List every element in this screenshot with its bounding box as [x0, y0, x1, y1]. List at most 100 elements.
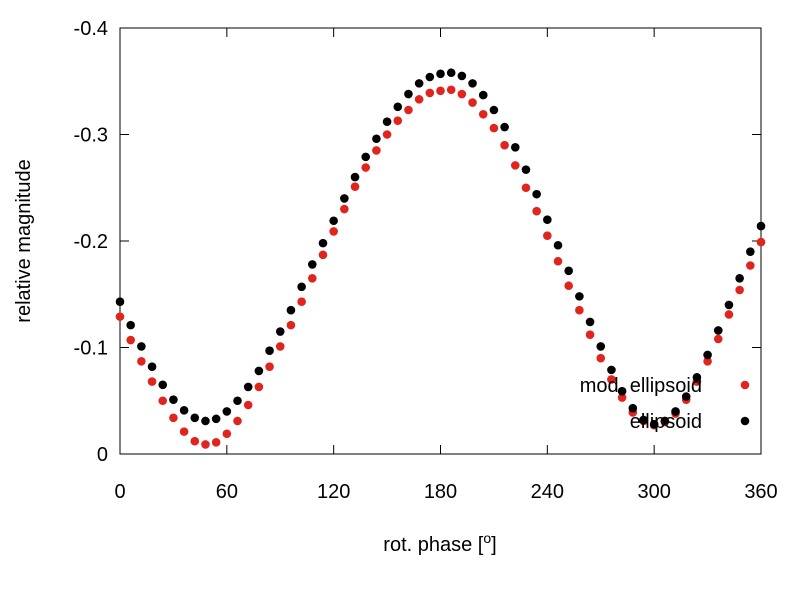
data-point [361, 163, 371, 172]
legend-marker [740, 380, 750, 390]
data-point [564, 266, 573, 276]
data-point [243, 400, 253, 410]
data-point [308, 273, 317, 283]
y-ticks: -0.4 -0.3 -0.2 -0.1 0 [74, 18, 761, 466]
data-point [436, 86, 445, 96]
data-point [340, 204, 349, 214]
data-point [532, 189, 541, 199]
data-point [286, 305, 296, 315]
data-point [703, 357, 712, 366]
data-point [404, 105, 413, 115]
data-point [414, 79, 424, 88]
data-point [361, 152, 371, 162]
data-point [265, 346, 274, 355]
data-point [468, 79, 477, 88]
data-point [137, 342, 146, 351]
data-point [254, 382, 264, 392]
data-point [329, 227, 338, 236]
data-point [681, 392, 691, 401]
data-point [169, 413, 178, 423]
data-point [265, 362, 274, 371]
data-point [222, 429, 232, 439]
data-point [329, 216, 338, 226]
data-point [607, 365, 616, 375]
data-point [126, 335, 135, 345]
data-point [179, 427, 189, 436]
series-points [115, 68, 766, 449]
data-point [735, 273, 744, 283]
data-point [660, 416, 670, 426]
data-point [585, 317, 595, 327]
data-point [692, 373, 702, 382]
data-point [478, 90, 488, 100]
data-point [158, 380, 168, 390]
data-point [446, 85, 456, 95]
data-point [425, 72, 435, 82]
data-point [639, 415, 648, 425]
data-point [489, 123, 499, 133]
x-tick-label: 60 [216, 481, 238, 503]
data-point [468, 98, 477, 107]
data-point [746, 247, 755, 256]
data-point [404, 89, 413, 99]
data-point [372, 134, 381, 144]
data-point [500, 122, 509, 132]
data-point [425, 88, 435, 98]
x-tick-label: 120 [317, 481, 350, 503]
data-point [617, 386, 627, 396]
data-point [382, 130, 392, 139]
data-point [510, 142, 520, 152]
x-tick-label: 180 [424, 481, 457, 503]
data-point [115, 297, 125, 307]
x-axis-title-bracket: ] [491, 534, 497, 556]
data-point [275, 342, 285, 351]
data-point [211, 437, 221, 447]
data-point [243, 382, 253, 392]
legend-label: mod. ellipsoid [580, 375, 702, 397]
data-point [350, 182, 360, 191]
x-tick-label: 300 [637, 481, 670, 503]
x-ticks: 0 60 120 180 240 300 360 [114, 28, 778, 503]
y-tick-label: -0.2 [74, 231, 108, 253]
data-point [521, 183, 531, 193]
data-point [713, 326, 723, 335]
data-point [318, 250, 328, 260]
data-point [735, 285, 744, 295]
data-point [617, 393, 627, 402]
data-point [179, 406, 189, 415]
data-point [532, 206, 541, 216]
data-point [211, 414, 221, 424]
data-point [382, 117, 392, 127]
data-point [340, 194, 349, 203]
data-point [596, 353, 606, 363]
y-axis-title: relative magnitude [13, 159, 35, 322]
x-axis-title-degree: o [483, 530, 491, 546]
data-point [543, 215, 552, 224]
data-point [649, 419, 659, 429]
data-point [500, 140, 509, 150]
data-point [158, 396, 168, 406]
data-point [201, 416, 210, 426]
data-point [756, 237, 766, 247]
data-point [671, 407, 680, 416]
data-point [147, 362, 157, 371]
data-point [521, 165, 531, 174]
data-point [297, 282, 306, 292]
data-point [628, 403, 638, 413]
x-axis-title: rot. phase [o] [383, 530, 496, 556]
legend: mod. ellipsoid ellipsoid [580, 375, 750, 433]
data-point [297, 297, 306, 307]
data-point [585, 330, 595, 340]
data-point [147, 377, 157, 386]
data-point [115, 312, 125, 321]
data-point [275, 327, 285, 336]
data-point [137, 357, 146, 366]
legend-label: ellipsoid [630, 411, 702, 433]
data-point [724, 310, 734, 319]
data-point [457, 89, 467, 99]
data-point [190, 413, 200, 423]
data-point [457, 71, 467, 81]
data-point [190, 436, 200, 446]
data-point [575, 305, 584, 315]
